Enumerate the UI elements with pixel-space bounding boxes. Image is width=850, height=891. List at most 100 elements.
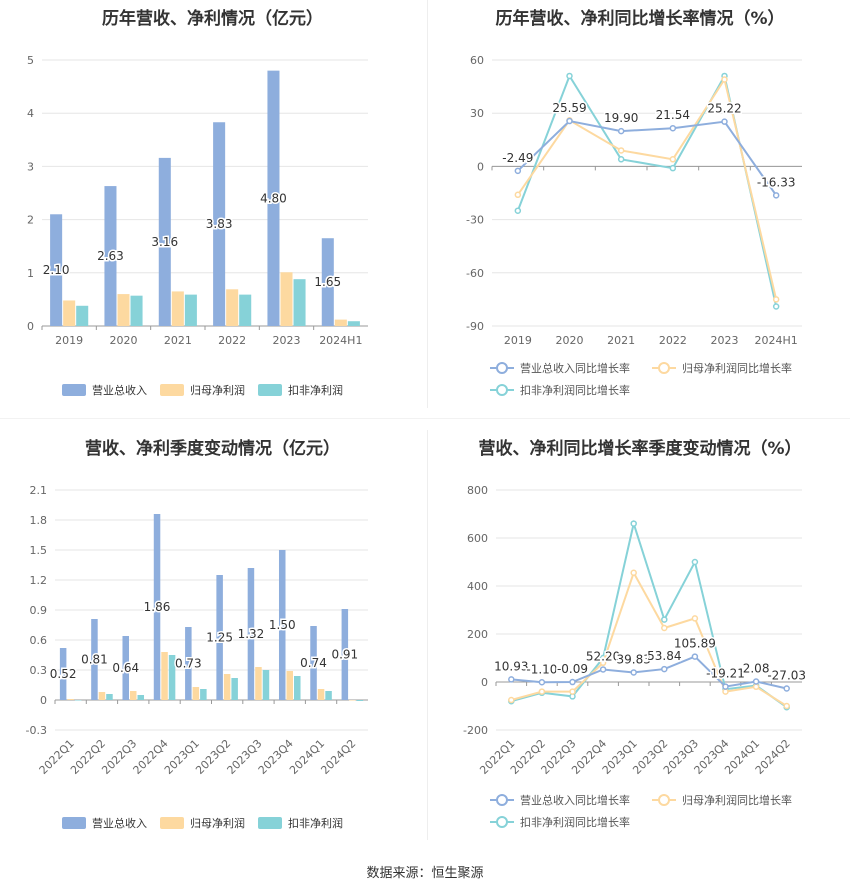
- series-point: [569, 688, 576, 695]
- x-tick-label: 2020: [556, 334, 584, 347]
- legend-marker: [496, 794, 508, 806]
- bar: [106, 694, 113, 700]
- bar: [356, 700, 364, 701]
- y-tick-label: 60: [470, 54, 484, 67]
- series-point: [669, 124, 677, 132]
- x-tick-label: 2019: [504, 334, 532, 347]
- annual-growth-panel: 历年营收、净利同比增长率情况（%） -90 -60 -30 0 30 60 2019 2020…: [430, 0, 850, 410]
- y-tick-label: 400: [467, 580, 488, 593]
- series-point: [566, 117, 573, 125]
- series-point: [669, 164, 677, 172]
- legend-swatch: [62, 384, 86, 396]
- y-tick-label: 0.6: [30, 634, 48, 647]
- bar: [247, 568, 255, 700]
- bar: [76, 305, 89, 326]
- data-label: 1.32: [238, 627, 265, 641]
- y-tick-label: 3: [27, 160, 34, 173]
- bar: [349, 700, 356, 701]
- legend-marker: [496, 816, 508, 828]
- legend-marker: [496, 384, 508, 396]
- legend-swatch: [160, 817, 184, 829]
- legend-label: 归母净利润: [190, 816, 245, 830]
- series-point: [617, 147, 625, 154]
- series-line: [511, 655, 787, 690]
- series-point: [752, 678, 760, 685]
- data-label: 2.63: [97, 249, 124, 263]
- series-point: [617, 156, 625, 163]
- legend-label: 归母净利润同比增长率: [682, 793, 792, 807]
- y-tick-label: 0: [40, 694, 47, 707]
- bar: [213, 122, 226, 326]
- bar: [310, 626, 317, 700]
- legend-swatch: [258, 384, 282, 396]
- data-label: 0.52: [50, 667, 77, 681]
- data-label: 4.80: [260, 191, 287, 205]
- data-label: 10.93: [494, 659, 528, 673]
- bar: [129, 691, 137, 700]
- series-point: [722, 683, 729, 690]
- data-label: -16.33: [757, 175, 796, 189]
- bar: [231, 678, 238, 700]
- data-label: 3.83: [206, 217, 233, 231]
- bar: [59, 648, 67, 700]
- y-tick-label: 5: [27, 54, 34, 67]
- series-point: [514, 167, 522, 175]
- bar: [267, 70, 280, 326]
- series-point: [691, 558, 699, 566]
- y-tick-label: -90: [466, 320, 484, 333]
- data-label: 0.91: [331, 648, 358, 662]
- bar: [293, 279, 306, 326]
- data-label: -19.21: [706, 667, 745, 681]
- y-tick-label: 0: [27, 320, 34, 333]
- series-point: [538, 679, 546, 686]
- bar: [294, 676, 301, 700]
- x-tick-label: 2022: [218, 334, 246, 347]
- series-point: [661, 665, 668, 673]
- legend-swatch: [258, 817, 282, 829]
- data-label: 105.89: [674, 637, 716, 651]
- series-point: [599, 666, 607, 673]
- bar: [334, 319, 347, 326]
- series-point: [752, 683, 760, 691]
- legend-label: 营业总收入: [92, 816, 147, 830]
- series-point: [691, 615, 699, 622]
- x-tick-label: 2023: [711, 334, 739, 347]
- bar: [153, 514, 161, 700]
- x-tick-label: 2021: [607, 334, 635, 347]
- series-point: [508, 676, 515, 683]
- x-tick-label: 2020: [110, 334, 138, 347]
- series-point: [661, 624, 668, 632]
- y-tick-label: 1.2: [30, 574, 48, 587]
- data-label: 0.73: [175, 657, 202, 671]
- series-point: [772, 192, 780, 199]
- data-label: 0.81: [81, 653, 108, 667]
- y-tick-label: 30: [470, 107, 484, 120]
- x-tick-label: 2023: [273, 334, 301, 347]
- data-label: 21.54: [656, 108, 690, 122]
- series-point: [783, 702, 790, 710]
- legend-label: 归母净利润: [190, 383, 245, 397]
- bar: [317, 689, 325, 700]
- data-label: 0.64: [112, 661, 139, 675]
- bar: [137, 695, 145, 700]
- y-tick-label: 800: [467, 484, 488, 497]
- legend-swatch: [160, 384, 184, 396]
- bar: [171, 291, 184, 326]
- bar: [67, 699, 74, 700]
- quarterly-growth-panel: 营收、净利同比增长率季度变动情况（%） -200 0 200 400 600 800 202…: [430, 430, 850, 845]
- series-point: [721, 76, 728, 83]
- quarterly-growth-chart: -20002004006008002022Q12022Q22022Q32022Q…: [463, 484, 808, 829]
- bar: [185, 627, 192, 700]
- bar: [192, 687, 200, 700]
- y-tick-label: 2.1: [30, 484, 48, 497]
- vertical-divider-top: [427, 0, 428, 408]
- x-tick-label: 2024Q2: [318, 737, 358, 777]
- bar: [239, 294, 252, 326]
- annual-revenue-profit-chart: 0 1 2 3 4 5 2019 2.10 2020 2.63 2021 3.16 2022 3.83 20…: [27, 54, 368, 397]
- series-point: [630, 569, 637, 577]
- bar: [321, 238, 334, 326]
- bar: [168, 655, 176, 700]
- data-label: 39.83: [617, 652, 651, 666]
- legend-marker: [658, 794, 670, 806]
- legend-label: 扣非净利润同比增长率: [520, 815, 630, 829]
